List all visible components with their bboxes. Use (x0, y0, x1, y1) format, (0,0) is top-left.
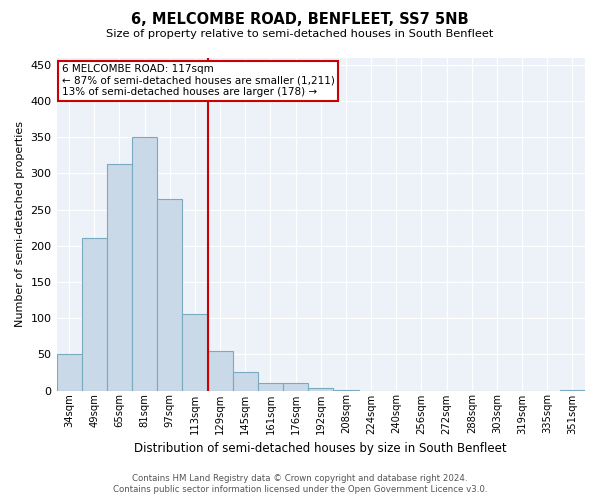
Text: Contains HM Land Registry data © Crown copyright and database right 2024.
Contai: Contains HM Land Registry data © Crown c… (113, 474, 487, 494)
Bar (308, 388, 334, 390)
Y-axis label: Number of semi-detached properties: Number of semi-detached properties (15, 121, 25, 327)
Bar (208, 350, 233, 391)
X-axis label: Distribution of semi-detached houses by size in South Benfleet: Distribution of semi-detached houses by … (134, 442, 507, 455)
Bar (157, 198, 182, 390)
Text: 6, MELCOMBE ROAD, BENFLEET, SS7 5NB: 6, MELCOMBE ROAD, BENFLEET, SS7 5NB (131, 12, 469, 28)
Bar (82, 238, 107, 390)
Bar (283, 384, 308, 390)
Text: Size of property relative to semi-detached houses in South Benfleet: Size of property relative to semi-detach… (106, 29, 494, 39)
Bar (258, 384, 283, 390)
Bar (132, 137, 157, 390)
Bar (107, 164, 132, 390)
Text: 6 MELCOMBE ROAD: 117sqm
← 87% of semi-detached houses are smaller (1,211)
13% of: 6 MELCOMBE ROAD: 117sqm ← 87% of semi-de… (62, 64, 335, 98)
Bar (233, 372, 258, 390)
Bar (182, 314, 208, 390)
Bar (56, 354, 82, 390)
